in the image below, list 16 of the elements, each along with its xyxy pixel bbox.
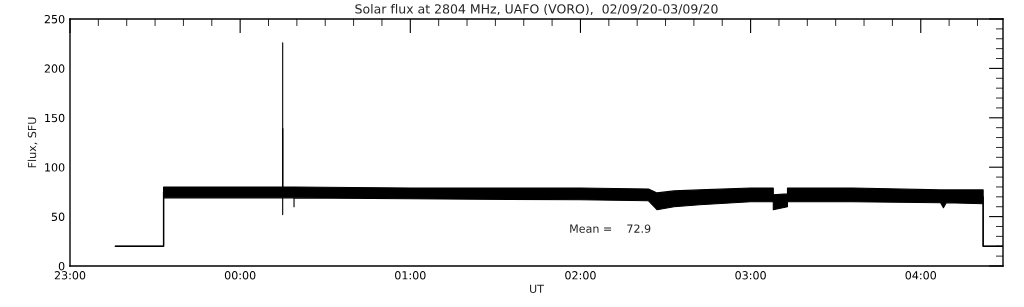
x-tick-label: 00:00 [224,271,256,280]
x-tick-label: 23:00 [54,271,86,280]
y-tick-label: 250 [44,14,65,24]
y-tick-label: 200 [44,64,65,73]
y-tick-label: 100 [45,163,65,172]
x-tick-label: 04:00 [905,271,937,280]
y-axis-title: Flux, SFU [27,117,38,168]
y-tick-label: 150 [45,113,65,123]
x-axis-title: UT [530,284,544,293]
x-tick-label: 02:00 [565,271,596,280]
y-tick-label: 0 [58,261,65,271]
x-tick-label: 03:00 [735,271,766,280]
x-tick-label: 01:00 [395,271,426,280]
annotation: Mean = 72.9 [570,224,651,233]
y-tick-label: 50 [51,212,65,221]
chart-title: Solar flux at 2804 MHz, UAFO (VORO), 02/09/20-03/09/20 [355,3,718,16]
